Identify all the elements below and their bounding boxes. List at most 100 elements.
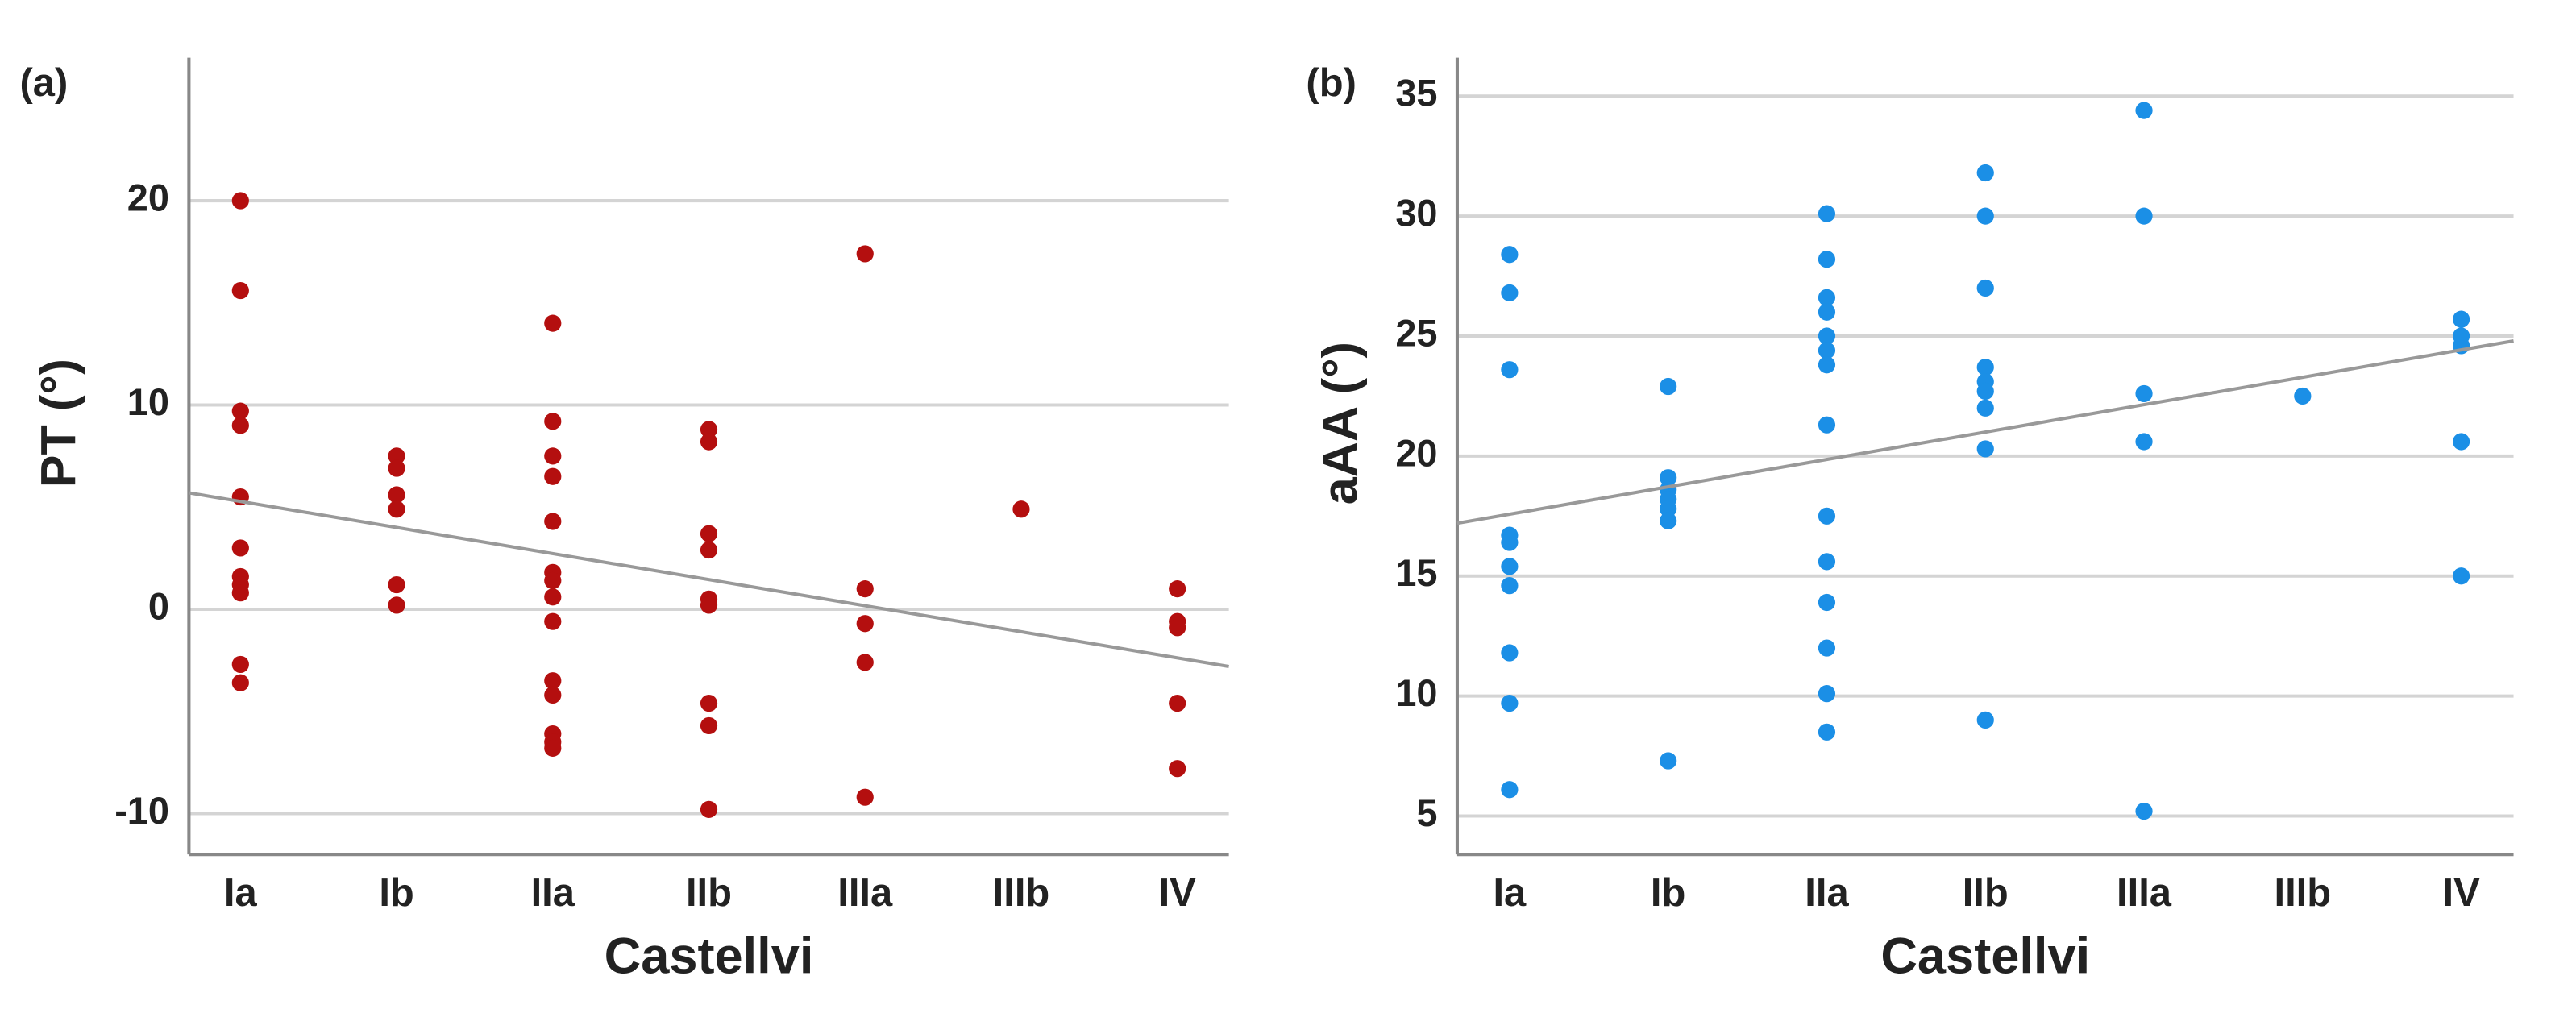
x-tick-label: IIIa [2117, 871, 2172, 915]
point [1660, 512, 1677, 529]
point [1660, 500, 1677, 517]
point [1818, 685, 1836, 703]
point [1818, 342, 1836, 359]
point [388, 459, 405, 477]
x-tick-label: IIIb [2274, 871, 2331, 915]
point [1660, 377, 1677, 396]
point [1169, 760, 1186, 778]
point [2294, 387, 2312, 405]
x-axis-title: Castellvi [605, 928, 814, 984]
point [2135, 384, 2153, 403]
point [544, 739, 562, 757]
point [856, 788, 874, 806]
point [1169, 580, 1186, 598]
x-tick-label: Ib [1651, 871, 1685, 915]
point [231, 539, 249, 557]
point [1660, 752, 1677, 770]
point [1976, 399, 1994, 417]
point [1501, 558, 1519, 575]
point [231, 402, 249, 420]
y-tick-label: 5 [1416, 792, 1437, 834]
fit-line [189, 491, 1229, 668]
y-tick-label: 10 [1395, 672, 1437, 714]
point [544, 314, 562, 332]
point [544, 686, 562, 704]
point [856, 245, 874, 263]
y-tick-label: 25 [1395, 312, 1437, 354]
point [544, 413, 562, 430]
x-tick-label: IIb [686, 871, 732, 915]
point [2453, 310, 2470, 328]
point [1818, 251, 1836, 268]
x-tick-label: IIIb [993, 871, 1050, 915]
panel-label: (a) [19, 61, 68, 105]
point [2453, 567, 2470, 585]
point [1501, 246, 1519, 264]
point [1818, 723, 1836, 741]
point [231, 655, 249, 674]
point [544, 571, 562, 590]
point [2135, 802, 2153, 820]
point [1818, 356, 1836, 374]
y-tick-label: 15 [1395, 552, 1437, 594]
point [388, 575, 405, 594]
point [1976, 164, 1994, 182]
x-tick-label: IIa [1805, 871, 1849, 915]
point [1818, 507, 1836, 525]
y-axis-title: PT (°) [31, 359, 86, 488]
y-tick-label: 10 [127, 381, 169, 423]
point [700, 596, 718, 614]
y-tick-label: 20 [127, 176, 169, 218]
x-tick-label: IIa [531, 871, 575, 915]
point [700, 716, 718, 735]
point [1818, 205, 1836, 222]
y-tick-label: 35 [1395, 73, 1437, 114]
point [388, 500, 405, 518]
point [2453, 433, 2470, 451]
point [544, 467, 562, 485]
point [544, 447, 562, 465]
point [388, 486, 405, 504]
point [1501, 577, 1519, 595]
point [1976, 359, 1994, 376]
point [544, 612, 562, 630]
point [1818, 416, 1836, 434]
point [2135, 433, 2153, 451]
x-tick-label: Ia [1493, 871, 1527, 915]
x-tick-label: Ia [224, 871, 258, 915]
point [231, 417, 249, 434]
point [700, 800, 718, 818]
point [1169, 694, 1186, 712]
x-tick-label: IIb [1963, 871, 2009, 915]
point [1169, 619, 1186, 637]
point [231, 674, 249, 691]
point [1818, 553, 1836, 571]
point [1976, 382, 1994, 401]
point [1012, 500, 1030, 518]
point [2135, 102, 2153, 119]
point [231, 192, 249, 210]
point [700, 541, 718, 559]
point [1818, 303, 1836, 321]
point [700, 433, 718, 451]
point [1976, 711, 1994, 729]
point [856, 615, 874, 633]
x-axis-title: Castellvi [1880, 928, 2090, 984]
point [856, 580, 874, 598]
point [1976, 279, 1994, 297]
point [544, 672, 562, 690]
point [1818, 327, 1836, 345]
x-tick-label: Ib [379, 871, 413, 915]
point [1660, 469, 1677, 487]
point [1976, 207, 1994, 225]
point [1501, 694, 1519, 712]
point [1501, 781, 1519, 799]
y-tick-label: 30 [1395, 193, 1437, 235]
point [856, 654, 874, 671]
x-tick-label: IIIa [837, 871, 893, 915]
point [1976, 440, 1994, 458]
x-tick-label: IV [2442, 871, 2480, 915]
point [231, 584, 249, 602]
